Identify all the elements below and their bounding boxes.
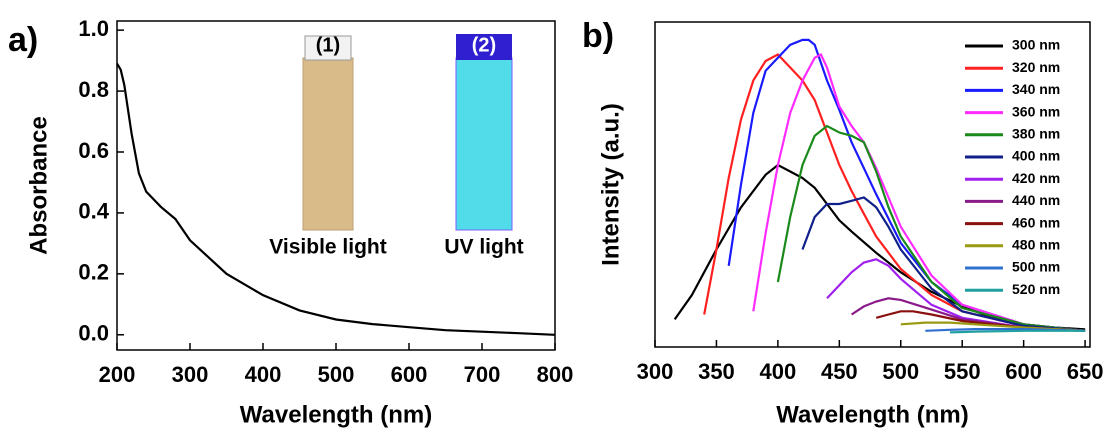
inset-label: (1)	[316, 34, 340, 56]
legend-label: 420 nm	[1012, 170, 1060, 186]
x-tick-label: 450	[821, 359, 858, 384]
data-line	[703, 53, 1086, 332]
legend-label: 300 nm	[1012, 37, 1060, 53]
legend-label: 460 nm	[1012, 214, 1060, 230]
data-line	[949, 329, 1086, 334]
legend-label: 340 nm	[1012, 81, 1060, 97]
y-tick-label: 0.6	[78, 138, 109, 163]
y-tick-label: 0.4	[78, 199, 109, 224]
data-line	[900, 321, 1086, 332]
x-tick-label: 300	[172, 362, 209, 387]
y-tick-label: 0.0	[78, 321, 109, 346]
x-axis-label: Wavelength (nm)	[240, 401, 432, 428]
x-tick-label: 600	[391, 362, 428, 387]
inset-label: (2)	[472, 34, 496, 56]
cuvette-visible	[302, 35, 354, 231]
legend-label: 520 nm	[1012, 281, 1060, 297]
data-line	[752, 52, 1086, 332]
x-tick-label: 400	[245, 362, 282, 387]
legend-label: 440 nm	[1012, 192, 1060, 208]
data-line	[776, 124, 1086, 332]
legend-label: 320 nm	[1012, 59, 1060, 75]
legend-label: 400 nm	[1012, 148, 1060, 164]
x-tick-label: 550	[944, 359, 981, 384]
legend-label: 380 nm	[1012, 126, 1060, 142]
x-tick-label: 500	[882, 359, 919, 384]
cuvette-uv	[455, 34, 513, 231]
y-tick-label: 1.0	[78, 16, 109, 41]
y-axis-label: Absorbance	[25, 116, 52, 255]
legend-label: 500 nm	[1012, 259, 1060, 275]
x-tick-label: 600	[1005, 359, 1042, 384]
inset-caption: UV light	[444, 236, 523, 259]
x-tick-label: 650	[1067, 359, 1104, 384]
data-line	[116, 63, 556, 336]
inset-caption: Visible light	[269, 236, 386, 259]
data-line	[925, 328, 1086, 332]
legend-label: 480 nm	[1012, 237, 1060, 253]
y-axis-label: Intensity (a.u.)	[597, 103, 624, 266]
x-tick-label: 400	[760, 359, 797, 384]
data-line	[801, 196, 1086, 332]
y-tick-label: 0.8	[78, 77, 109, 102]
x-tick-label: 500	[318, 362, 355, 387]
x-tick-label: 300	[637, 359, 674, 384]
legend-label: 360 nm	[1012, 103, 1060, 119]
y-tick-label: 0.2	[78, 260, 109, 285]
x-tick-label: 200	[99, 362, 136, 387]
panel-label: a)	[8, 21, 38, 59]
plot-frame	[654, 21, 1091, 348]
x-tick-label: 700	[464, 362, 501, 387]
x-tick-label: 800	[537, 362, 574, 387]
x-axis-label: Wavelength (nm)	[776, 401, 968, 428]
panel-label: b)	[582, 17, 614, 55]
x-tick-label: 350	[698, 359, 735, 384]
